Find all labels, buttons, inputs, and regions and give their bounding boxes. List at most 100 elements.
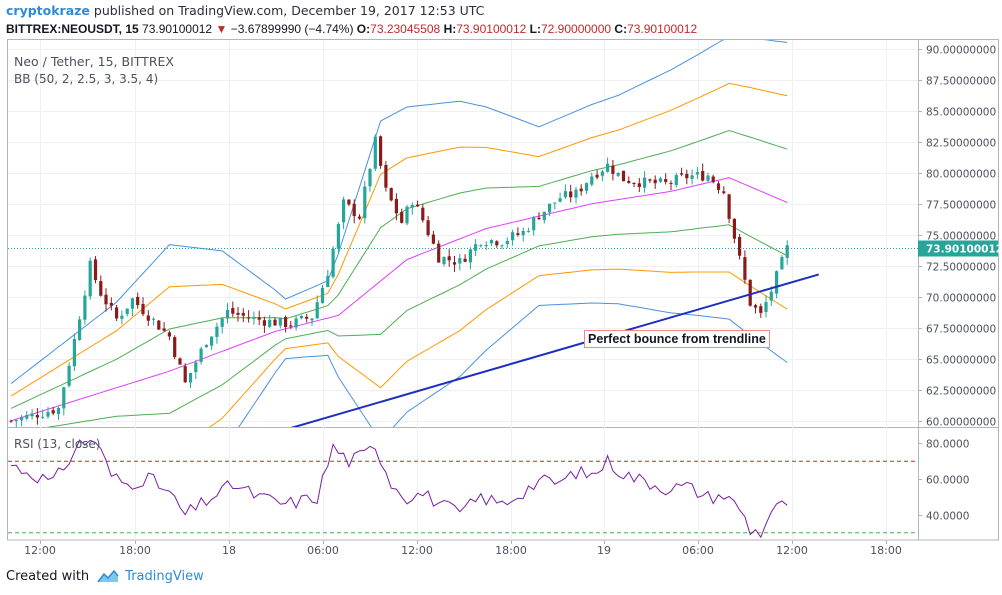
candle-body bbox=[310, 318, 314, 321]
candle bbox=[437, 240, 441, 263]
candle bbox=[278, 317, 282, 329]
last-price-tag bbox=[918, 240, 998, 257]
rsi-legend[interactable]: RSI (13, close) bbox=[14, 437, 101, 451]
candle bbox=[14, 419, 18, 427]
candle-body bbox=[331, 248, 335, 277]
candle-body bbox=[732, 218, 736, 239]
candle-body bbox=[188, 373, 193, 383]
candle bbox=[72, 333, 76, 372]
candle-body bbox=[136, 296, 140, 306]
candle-body bbox=[463, 258, 467, 262]
tradingview-brand-link[interactable]: TradingView bbox=[125, 569, 204, 584]
candle bbox=[769, 286, 773, 306]
bb-legend[interactable]: BB (50, 2, 2.5, 3, 3.5, 4) bbox=[14, 72, 159, 86]
candle-body bbox=[120, 315, 124, 319]
candle-body bbox=[695, 172, 699, 175]
rsi-tick-label: 60.0000 bbox=[926, 475, 969, 487]
candle-body bbox=[405, 206, 409, 224]
candle-body bbox=[183, 366, 187, 383]
candle bbox=[115, 305, 119, 322]
candle-body bbox=[442, 257, 446, 265]
candle-body bbox=[167, 332, 171, 337]
candle bbox=[431, 230, 435, 245]
candle bbox=[748, 279, 752, 307]
candle-body bbox=[72, 339, 76, 367]
candle bbox=[357, 214, 362, 220]
rsi-tick-label: 80.0000 bbox=[926, 439, 969, 451]
candle-body bbox=[289, 325, 293, 327]
bollinger-bands bbox=[10, 40, 788, 427]
y-tick-label: 62.50000000 bbox=[926, 386, 996, 398]
candle bbox=[342, 196, 346, 230]
candle-body bbox=[379, 136, 383, 166]
candle bbox=[569, 184, 573, 203]
candle-body bbox=[141, 304, 145, 315]
candle bbox=[695, 167, 699, 179]
candle-body bbox=[748, 279, 752, 306]
candle-body bbox=[426, 220, 430, 236]
author-link[interactable]: cryptokraze bbox=[6, 3, 90, 18]
candle bbox=[368, 168, 372, 192]
candle bbox=[146, 310, 150, 326]
tradingview-logo-icon[interactable] bbox=[97, 570, 119, 583]
candle bbox=[194, 359, 198, 379]
candle-body bbox=[579, 188, 583, 192]
candle-body bbox=[9, 420, 13, 422]
candle bbox=[753, 303, 758, 314]
candle bbox=[558, 192, 562, 203]
close-label: C: bbox=[614, 22, 628, 36]
publish-line: cryptokraze published on TradingView.com… bbox=[6, 3, 484, 18]
candle-body bbox=[600, 171, 604, 176]
candle bbox=[152, 317, 156, 326]
candle-body bbox=[437, 243, 441, 263]
candle-body bbox=[537, 217, 541, 220]
candle bbox=[595, 170, 599, 180]
candle bbox=[590, 172, 594, 187]
candle bbox=[685, 169, 689, 185]
candle-body bbox=[336, 223, 340, 249]
candle-body bbox=[416, 204, 420, 207]
bb-band-line bbox=[10, 40, 788, 384]
candle-body bbox=[262, 320, 266, 326]
candle bbox=[458, 253, 462, 271]
candle-body bbox=[20, 417, 24, 421]
candle bbox=[125, 308, 129, 317]
open-label: O: bbox=[356, 22, 371, 36]
symbol-legend[interactable]: Neo / Tether, 15, BITTREX bbox=[14, 54, 174, 69]
candle-body bbox=[347, 199, 351, 205]
candle-body bbox=[294, 318, 298, 328]
candle bbox=[706, 172, 710, 182]
candle bbox=[511, 229, 515, 246]
candle-body bbox=[220, 318, 224, 327]
candle-body bbox=[489, 240, 494, 244]
candle bbox=[500, 244, 504, 249]
bb-band-line bbox=[209, 268, 788, 427]
trendline-annotation[interactable]: Perfect bounce from trendline bbox=[584, 330, 770, 348]
candle-body bbox=[548, 203, 552, 213]
candle bbox=[632, 182, 636, 188]
candle bbox=[199, 346, 203, 365]
candle-body bbox=[690, 175, 694, 179]
candle-body bbox=[194, 362, 198, 373]
candle bbox=[542, 211, 546, 224]
y-tick-label: 82.50000000 bbox=[926, 138, 996, 150]
candle-body bbox=[284, 317, 288, 327]
candle bbox=[310, 318, 314, 326]
rsi-line bbox=[10, 439, 788, 539]
candle-body bbox=[25, 414, 29, 419]
candle-body bbox=[46, 412, 50, 417]
candle bbox=[225, 303, 230, 324]
candle-body bbox=[400, 212, 404, 223]
candle-body bbox=[67, 365, 71, 386]
candle-body bbox=[373, 136, 377, 169]
candle-body bbox=[516, 233, 520, 235]
candle bbox=[178, 357, 182, 365]
candle bbox=[241, 308, 245, 322]
candle-body bbox=[357, 216, 362, 219]
candle-body bbox=[342, 199, 346, 223]
candle bbox=[658, 176, 662, 183]
candle bbox=[78, 316, 82, 341]
bb-band-line bbox=[10, 82, 788, 397]
